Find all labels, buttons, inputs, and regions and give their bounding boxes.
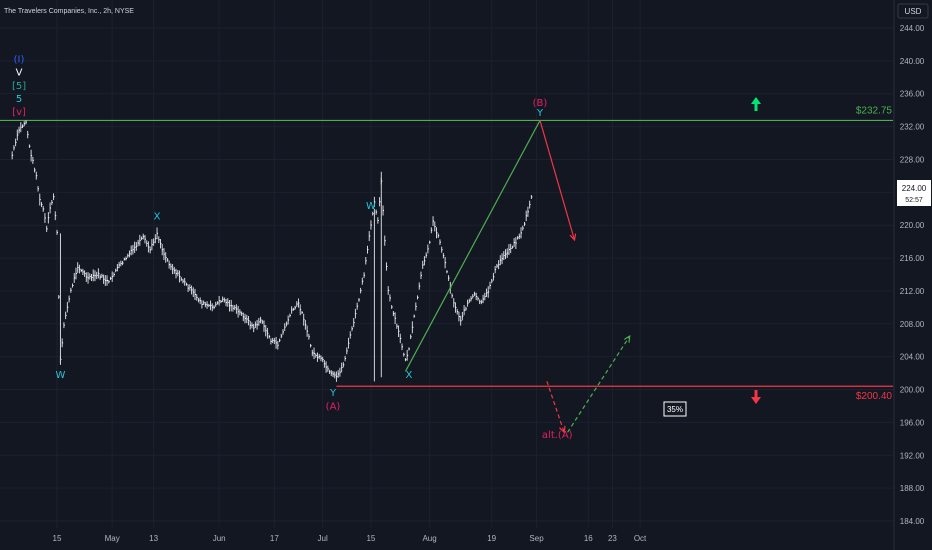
wave-label: W <box>366 201 376 212</box>
time-tick-label: Sep <box>529 534 544 543</box>
price-tick-label: 216.00 <box>900 254 925 263</box>
wave-label: (I) <box>14 55 25 66</box>
price-tick-label: 244.00 <box>900 24 925 33</box>
time-tick-label: 16 <box>584 534 593 543</box>
wave-label: 5 <box>16 94 22 105</box>
current-price: 224.00 <box>902 184 927 193</box>
price-tick-label: 196.00 <box>900 418 925 427</box>
time-tick-label: May <box>105 534 120 543</box>
price-tick-label: 208.00 <box>900 320 925 329</box>
wave-label: X <box>154 211 161 222</box>
green-up-arrow-icon <box>751 97 761 111</box>
grid <box>0 0 893 528</box>
price-series <box>11 119 533 382</box>
projection-arrows <box>404 120 630 433</box>
wave-label: [v] <box>12 107 26 118</box>
price-tick-label: 236.00 <box>900 90 925 99</box>
chart-title: The Travelers Companies, Inc., 2h, NYSE <box>4 8 134 15</box>
alt-rebound-arrow <box>567 336 630 433</box>
alt-drop-arrow <box>546 381 564 432</box>
current-price-tag: 224.00 52:57 <box>897 180 931 206</box>
time-tick-label: 23 <box>608 534 617 543</box>
wave-label: (A) <box>326 401 341 412</box>
currency-button[interactable] <box>897 3 929 19</box>
probability-badge: 35% <box>663 401 687 417</box>
time-tick-label: Oct <box>634 534 647 543</box>
support-level-label: $200.40 <box>856 391 893 402</box>
time-tick-label: 15 <box>366 534 375 543</box>
time-tick-label: 19 <box>487 534 496 543</box>
price-tick-label: 188.00 <box>900 484 925 493</box>
level-lines <box>0 119 893 387</box>
price-tick-label: 204.00 <box>900 353 925 362</box>
time-tick-label: 15 <box>53 534 62 543</box>
price-tick-label: 228.00 <box>900 155 925 164</box>
resistance-level-label: $232.75 <box>856 105 893 116</box>
currency-label: USD <box>905 7 922 16</box>
price-tick-label: 184.00 <box>900 517 925 526</box>
wave-label: X <box>405 370 412 381</box>
wave-label: W <box>56 370 66 381</box>
time-tick-label: Aug <box>422 534 436 543</box>
time-tick-label: 17 <box>270 534 279 543</box>
time-tick-label: 13 <box>149 534 158 543</box>
price-tick-label: 192.00 <box>900 451 925 460</box>
wave-label: (B) <box>533 98 548 109</box>
wave-label: V <box>16 68 23 79</box>
wave-label: Y <box>536 108 544 119</box>
wave-label: Y <box>329 388 337 399</box>
wave-label: alt.(A) <box>542 430 573 441</box>
price-tick-label: 220.00 <box>900 221 925 230</box>
time-tick-label: Jun <box>213 534 226 543</box>
red-down-arrow-icon <box>751 390 761 404</box>
probability-label: 35% <box>667 405 683 414</box>
price-tick-label: 200.00 <box>900 386 925 395</box>
time-axis[interactable]: 15 May 13 Jun 17 Jul 15 Aug 19 Sep 16 23 Oct <box>53 534 647 543</box>
projected-drop-arrow <box>539 120 575 240</box>
wave-label: [5] <box>12 81 26 92</box>
price-tick-label: 212.00 <box>900 287 925 296</box>
time-tick-label: Jul <box>318 534 328 543</box>
price-axis[interactable]: 244.00 240.00 236.00 232.00 228.00 224.00 220.… <box>900 24 925 526</box>
price-tick-label: 232.00 <box>900 123 925 132</box>
bar-countdown: 52:57 <box>905 197 923 204</box>
price-tick-label: 240.00 <box>900 57 925 66</box>
projected-rise-line <box>404 120 541 372</box>
